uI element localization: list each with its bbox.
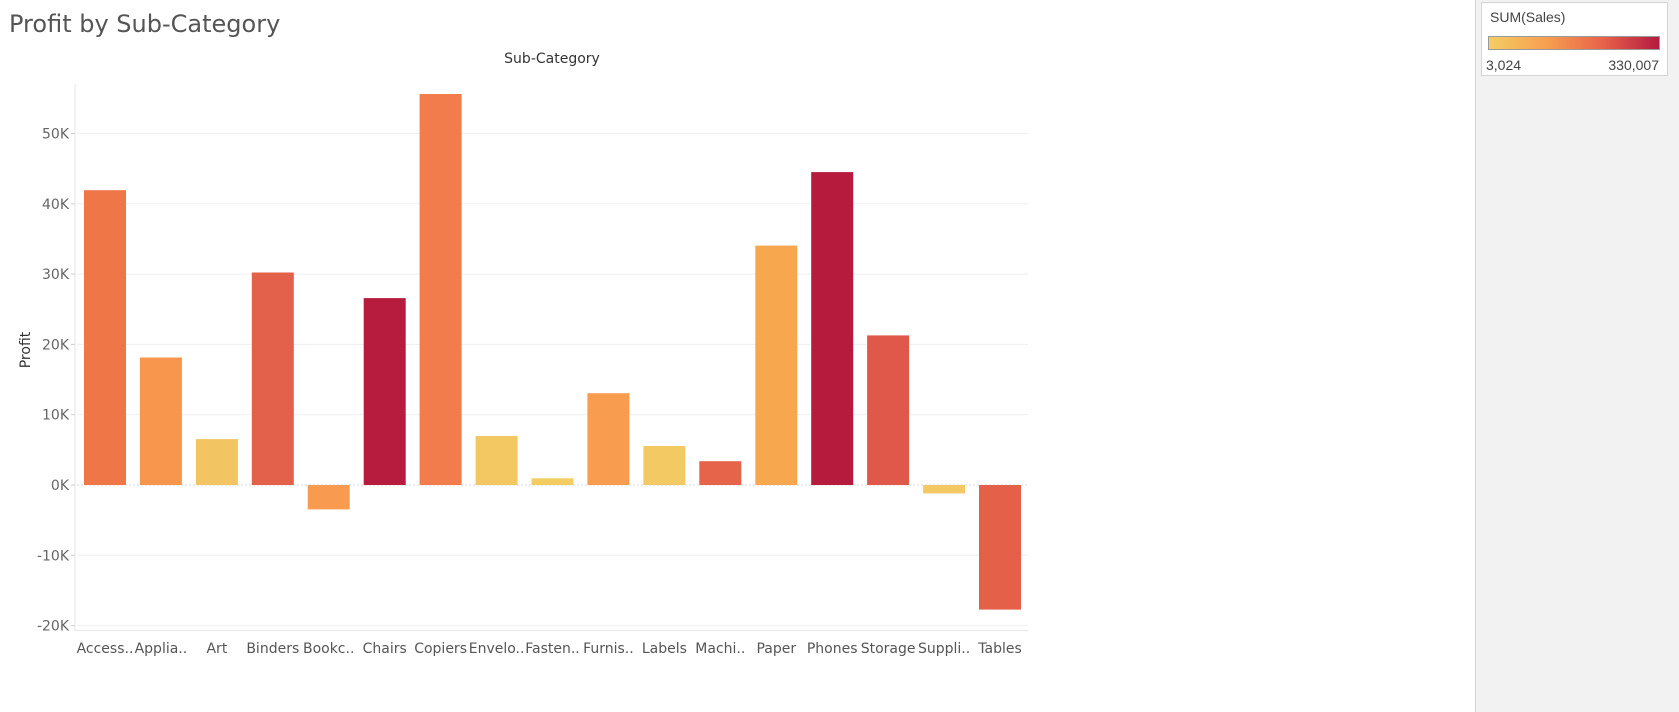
bar[interactable] [251, 272, 294, 486]
bar[interactable] [419, 94, 462, 485]
bar[interactable] [475, 436, 518, 485]
x-tick-label: Phones [807, 641, 858, 657]
bar[interactable] [979, 485, 1021, 610]
bar[interactable] [699, 461, 742, 485]
bar[interactable] [923, 485, 966, 494]
x-tick-label: Envelo.. [469, 641, 525, 657]
bar[interactable] [643, 446, 686, 485]
legend-title: SUM(Sales) [1490, 9, 1566, 25]
legend-color-ramp [1488, 36, 1660, 50]
x-tick-label: Suppli.. [918, 641, 970, 657]
right-panel [1475, 0, 1679, 712]
bars [84, 94, 1021, 610]
x-tick-label: Furnis.. [583, 641, 634, 657]
bar[interactable] [139, 357, 182, 486]
x-tick-label: Machi.. [695, 641, 745, 657]
y-axis-title: Profit [18, 331, 34, 368]
legend-min-label: 3,024 [1486, 57, 1522, 73]
bar[interactable] [587, 393, 630, 485]
bar[interactable] [755, 245, 798, 485]
y-tick-label: 40K [42, 197, 70, 213]
bar[interactable] [867, 335, 910, 485]
legend-max-label: 330,007 [1608, 57, 1659, 73]
bar[interactable] [531, 478, 574, 485]
y-tick-label: -10K [37, 548, 70, 564]
y-tick-label: 20K [42, 337, 70, 353]
bar[interactable] [363, 298, 406, 485]
x-tick-label: Fasten.. [525, 641, 580, 657]
x-tick-label: Art [206, 641, 227, 657]
x-tick-label: Tables [977, 641, 1022, 657]
x-tick-label: Binders [246, 641, 299, 657]
x-tick-label: Labels [642, 641, 687, 657]
x-tick-label: Access.. [77, 641, 134, 657]
bar[interactable] [195, 439, 238, 485]
x-tick-label: Paper [756, 641, 796, 657]
x-tick-label: Bookc.. [303, 641, 354, 657]
y-tick-label: 50K [42, 127, 70, 143]
y-axis: -20K -10K 0K 10K 20K 30K 40K 50K [37, 84, 76, 635]
y-tick-label: 0K [51, 478, 70, 494]
bar[interactable] [307, 485, 350, 510]
x-tick-label: Applia.. [135, 641, 188, 657]
x-tick-label: Chairs [363, 641, 407, 657]
x-tick-label: Storage [861, 641, 916, 657]
bar[interactable] [84, 190, 126, 485]
y-tick-label: 30K [42, 267, 70, 283]
x-axis: Access.. Applia.. Art Binders Bookc.. Chairs C… [75, 630, 1028, 657]
page-title: Profit by Sub-Category [9, 10, 281, 38]
y-tick-label: 10K [42, 408, 70, 424]
x-tick-label: Copiers [414, 641, 467, 657]
color-legend: SUM(Sales) 3,024 330,007 [1481, 2, 1668, 76]
y-tick-label: -20K [37, 619, 70, 635]
bar[interactable] [811, 172, 854, 485]
x-axis-title: Sub-Category [504, 51, 600, 67]
bar-chart: -20K -10K 0K 10K 20K 30K 40K 50K Access.. Applia… [18, 51, 1028, 657]
